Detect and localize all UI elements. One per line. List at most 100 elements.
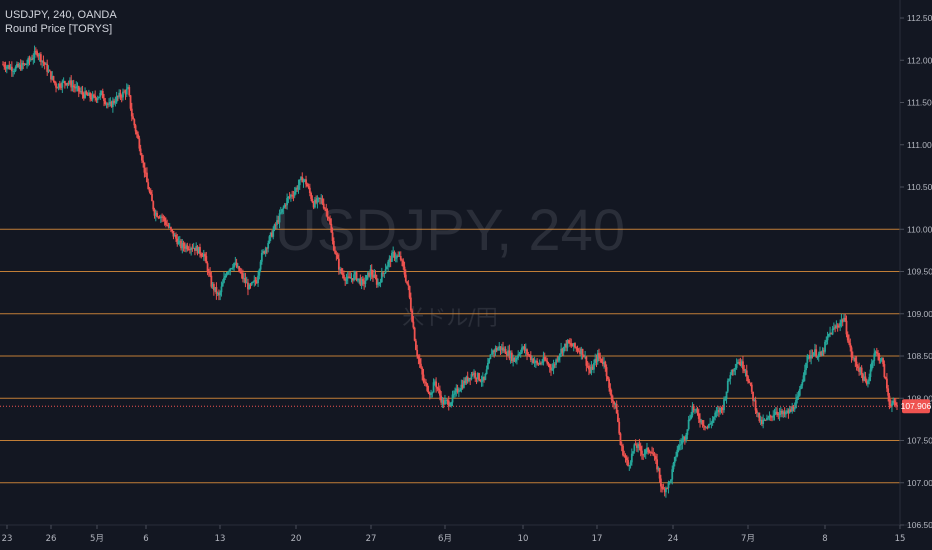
candle-body xyxy=(202,254,205,257)
candle-body xyxy=(836,325,839,327)
candle-body xyxy=(760,419,763,425)
candle-body xyxy=(302,180,305,183)
candle-body xyxy=(497,348,499,351)
candle-body xyxy=(570,343,573,346)
candle-body xyxy=(377,283,379,285)
candle-body xyxy=(263,251,266,254)
candle-body xyxy=(144,172,147,174)
price-tick-label-11: 107.000 xyxy=(907,478,932,488)
candle-body xyxy=(450,402,453,407)
candle-body xyxy=(173,235,176,237)
candle-body xyxy=(757,412,760,414)
candle-body xyxy=(111,100,114,108)
candle-body xyxy=(218,292,220,296)
candle-body xyxy=(545,359,547,361)
candle-body xyxy=(153,209,156,216)
candle-body xyxy=(839,322,842,327)
candle-body xyxy=(589,369,592,373)
candle-body xyxy=(425,381,427,384)
candle-body xyxy=(9,66,12,69)
candle-body xyxy=(697,413,700,419)
candle-body xyxy=(267,243,270,249)
candle-body xyxy=(824,341,826,352)
candle-body xyxy=(769,415,772,417)
candle-body xyxy=(502,347,504,351)
candle-body xyxy=(858,368,861,372)
candle-body xyxy=(297,185,300,190)
time-tick-label-12: 8 xyxy=(822,534,827,544)
time-axis[interactable]: 23 26 5月 6 13 20 27 6月 10 17 24 7月 8 15 xyxy=(2,525,906,544)
candle-body xyxy=(562,346,565,353)
candle-body xyxy=(346,276,349,279)
candle-body xyxy=(499,346,502,351)
candle-body xyxy=(716,410,719,412)
candle-body xyxy=(893,400,896,403)
candle-body xyxy=(139,148,142,155)
time-tick-label-6: 27 xyxy=(366,534,377,544)
candle-body xyxy=(118,92,121,97)
candle-body xyxy=(673,456,676,463)
round-price-lines xyxy=(0,228,900,484)
candle-body xyxy=(320,198,323,200)
candle-body xyxy=(677,445,680,450)
candle-body xyxy=(388,258,391,262)
candle-body xyxy=(409,297,412,311)
candle-body xyxy=(648,452,651,453)
candle-body xyxy=(156,212,158,217)
candle-body xyxy=(4,66,7,69)
candle-body xyxy=(725,391,728,400)
candle-body xyxy=(258,269,261,276)
candle-body xyxy=(369,269,372,277)
candle-body xyxy=(681,439,684,444)
candle-body xyxy=(489,354,492,360)
candle-body xyxy=(451,394,454,403)
candle-body xyxy=(779,410,782,413)
candle-body xyxy=(125,88,128,95)
indicator-title[interactable]: Round Price [TORYS] xyxy=(5,23,113,35)
candle-body xyxy=(814,349,816,353)
candle-body xyxy=(776,411,778,414)
candle-body xyxy=(137,134,140,139)
candle-body xyxy=(879,360,882,362)
candle-body xyxy=(870,362,873,370)
candle-body xyxy=(483,376,485,380)
candle-body xyxy=(21,62,23,70)
watermark-sub: 米ドル/円 xyxy=(402,306,497,331)
candle-body xyxy=(718,410,720,413)
candle-body xyxy=(421,367,424,375)
candle-body xyxy=(204,254,206,257)
candle-body xyxy=(181,243,184,249)
candle-body xyxy=(383,273,386,274)
candle-body xyxy=(701,420,704,426)
candle-body xyxy=(617,413,619,422)
candle-body xyxy=(348,276,350,278)
candle-body xyxy=(574,343,576,348)
candle-body xyxy=(630,453,633,463)
candle-body xyxy=(882,358,885,365)
candle-body xyxy=(762,419,765,425)
symbol-title[interactable]: USDJPY, 240, OANDA xyxy=(5,9,117,21)
price-axis[interactable]: 112.500 112.000 111.500 111.000 110.500 110.0… xyxy=(900,13,932,530)
last-price-label: 107.906 xyxy=(901,401,932,411)
candle-body xyxy=(854,357,857,362)
candle-body xyxy=(851,357,854,359)
candle-body xyxy=(37,55,40,57)
candle-body xyxy=(430,392,432,395)
candle-body xyxy=(855,361,858,367)
candle-body xyxy=(460,384,463,390)
candle-body xyxy=(34,51,37,52)
candle-body xyxy=(101,91,104,99)
candle-body xyxy=(28,58,31,61)
candle-body xyxy=(461,384,464,388)
candle-body xyxy=(295,188,297,192)
candle-body xyxy=(134,125,137,132)
candle-body xyxy=(577,350,580,352)
candle-body xyxy=(79,91,81,93)
candle-body xyxy=(86,94,89,96)
candle-body xyxy=(178,240,181,242)
candle-body xyxy=(560,348,563,354)
candle-body xyxy=(192,247,195,249)
price-tick-label-3: 111.000 xyxy=(907,140,932,150)
candle-body xyxy=(132,116,134,120)
